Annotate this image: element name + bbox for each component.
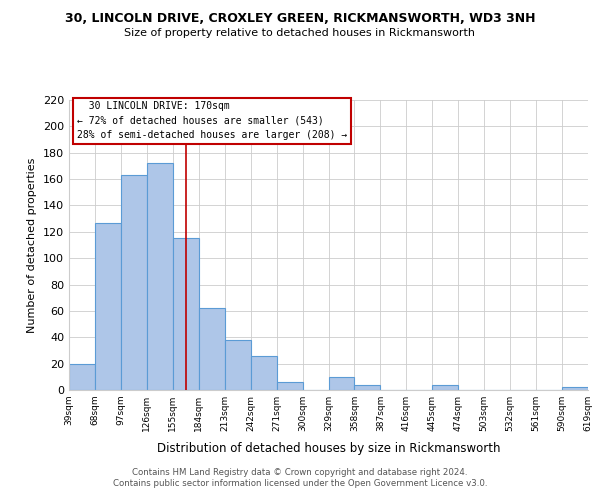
Text: Size of property relative to detached houses in Rickmansworth: Size of property relative to detached ho… xyxy=(125,28,476,38)
Y-axis label: Number of detached properties: Number of detached properties xyxy=(28,158,37,332)
X-axis label: Distribution of detached houses by size in Rickmansworth: Distribution of detached houses by size … xyxy=(157,442,500,456)
Bar xyxy=(562,388,588,390)
Bar xyxy=(121,175,147,390)
Text: 30 LINCOLN DRIVE: 170sqm
← 72% of detached houses are smaller (543)
28% of semi-: 30 LINCOLN DRIVE: 170sqm ← 72% of detach… xyxy=(77,102,347,140)
Bar xyxy=(147,164,173,390)
Bar xyxy=(173,238,199,390)
Bar xyxy=(432,384,458,390)
Bar xyxy=(251,356,277,390)
Bar xyxy=(69,364,95,390)
Bar xyxy=(329,377,355,390)
Text: 30, LINCOLN DRIVE, CROXLEY GREEN, RICKMANSWORTH, WD3 3NH: 30, LINCOLN DRIVE, CROXLEY GREEN, RICKMA… xyxy=(65,12,535,26)
Bar xyxy=(224,340,251,390)
Text: Contains HM Land Registry data © Crown copyright and database right 2024.
Contai: Contains HM Land Registry data © Crown c… xyxy=(113,468,487,487)
Bar xyxy=(355,384,380,390)
Bar xyxy=(277,382,302,390)
Bar xyxy=(95,222,121,390)
Bar xyxy=(199,308,224,390)
